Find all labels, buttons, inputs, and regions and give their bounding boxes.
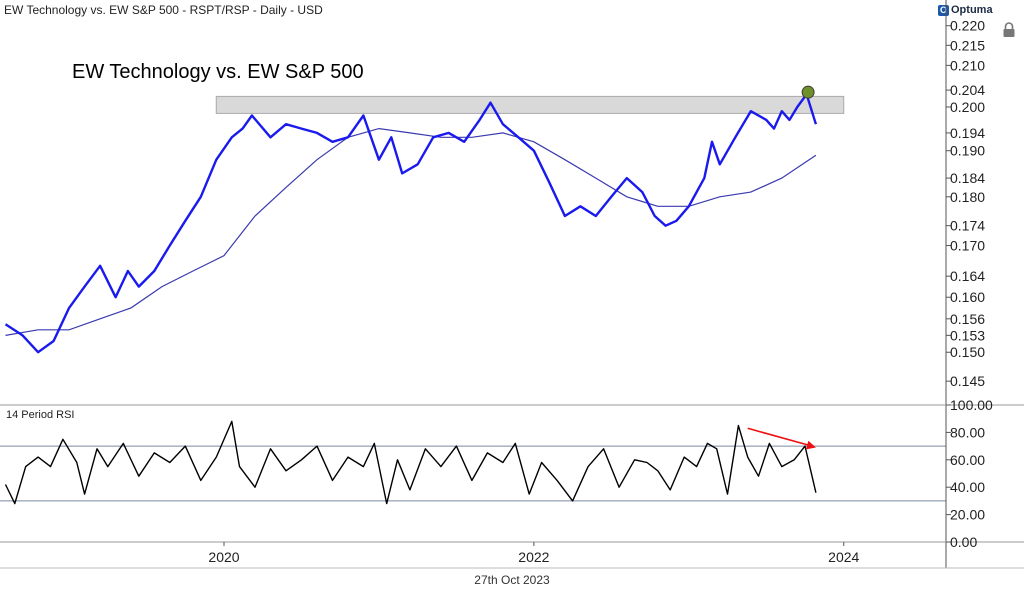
- rsi-y-tick-label: 40.00: [950, 479, 985, 495]
- resistance-zone: [215, 95, 845, 114]
- price-y-tick-label: 0.180: [950, 189, 985, 205]
- footer-date: 27th Oct 2023: [474, 573, 550, 587]
- highlight-dot: [801, 85, 815, 99]
- rsi-y-tick-label: 100.00: [950, 397, 993, 413]
- divergence-arrow-head: [806, 440, 816, 450]
- price-chart-title: EW Technology vs. EW S&P 500: [72, 61, 364, 83]
- rsi-y-tick-label: 20.00: [950, 507, 985, 523]
- price-y-tick-label: 0.150: [950, 344, 985, 360]
- chart-header-title: EW Technology vs. EW S&P 500 - RSPT/RSP …: [4, 3, 323, 17]
- price-y-tick-label: 0.200: [950, 99, 985, 115]
- divergence-arrow-line: [747, 427, 811, 447]
- optuma-logo: O Optuma: [938, 3, 993, 17]
- price-y-tick-label: 0.170: [950, 238, 985, 254]
- optuma-logo-icon: O: [938, 4, 949, 16]
- rsi-y-tick-label: 60.00: [950, 452, 985, 468]
- x-tick-label: 2022: [518, 549, 549, 565]
- price-y-tick-label: 0.156: [950, 311, 985, 327]
- brand-name: Optuma: [951, 4, 993, 16]
- moving-average-line: [5, 127, 817, 336]
- price-y-tick-label: 0.190: [950, 143, 985, 159]
- lock-icon[interactable]: [1002, 22, 1016, 38]
- rsi-y-tick-label: 0.00: [950, 534, 977, 550]
- price-y-tick-label: 0.145: [950, 373, 985, 389]
- price-y-tick-label: 0.210: [950, 57, 985, 73]
- rsi-y-tick-label: 80.00: [950, 424, 985, 440]
- price-y-tick-label: 0.164: [950, 268, 985, 284]
- price-y-tick-label: 0.153: [950, 327, 985, 343]
- price-y-tick-label: 0.194: [950, 125, 985, 141]
- price-y-tick-label: 0.174: [950, 218, 985, 234]
- price-y-tick-label: 0.204: [950, 82, 985, 98]
- price-line: [4, 93, 818, 354]
- price-y-tick-label: 0.220: [950, 18, 985, 34]
- rsi-line: [4, 420, 817, 505]
- x-tick-label: 2024: [828, 549, 859, 565]
- x-tick-label: 2020: [208, 549, 239, 565]
- price-y-tick-label: 0.215: [950, 37, 985, 53]
- price-y-tick-label: 0.184: [950, 170, 985, 186]
- rsi-panel-title: 14 Period RSI: [6, 409, 74, 421]
- price-y-tick-label: 0.160: [950, 289, 985, 305]
